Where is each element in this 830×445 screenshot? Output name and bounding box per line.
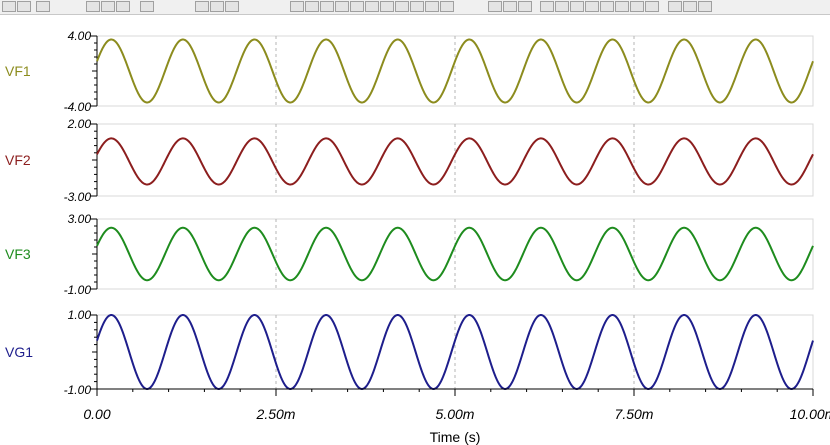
x-tick-label: 10.00m bbox=[790, 406, 830, 422]
y-tick-label-max: 1.00 bbox=[68, 308, 92, 322]
y-tick-label-max: 3.00 bbox=[68, 212, 92, 226]
toolbar-button[interactable] bbox=[668, 1, 682, 12]
toolbar bbox=[0, 0, 830, 15]
toolbar-button[interactable] bbox=[380, 1, 394, 12]
series-line-vf2 bbox=[96, 137, 814, 186]
y-tick-label-max: 2.00 bbox=[67, 117, 92, 131]
toolbar-button[interactable] bbox=[570, 1, 584, 12]
toolbar-button[interactable] bbox=[395, 1, 409, 12]
toolbar-button[interactable] bbox=[350, 1, 364, 12]
x-tick-label: 7.50m bbox=[615, 406, 654, 422]
y-tick-label-min: -1.00 bbox=[64, 383, 92, 397]
toolbar-button[interactable] bbox=[585, 1, 599, 12]
x-tick-label: 5.00m bbox=[436, 406, 475, 422]
toolbar-button[interactable] bbox=[698, 1, 712, 12]
toolbar-button[interactable] bbox=[116, 1, 130, 12]
toolbar-button[interactable] bbox=[503, 1, 517, 12]
toolbar-button[interactable] bbox=[683, 1, 697, 12]
toolbar-button[interactable] bbox=[2, 1, 16, 12]
series-line-vg1 bbox=[96, 314, 814, 390]
toolbar-button[interactable] bbox=[36, 1, 50, 12]
series-line-vf3 bbox=[96, 226, 814, 282]
toolbar-button[interactable] bbox=[101, 1, 115, 12]
series-label-vf3: VF3 bbox=[5, 246, 31, 262]
toolbar-button[interactable] bbox=[555, 1, 569, 12]
x-tick-label: 0.00 bbox=[83, 406, 110, 422]
plot-panel-frame bbox=[96, 35, 814, 107]
y-tick-label-min: -4.00 bbox=[64, 100, 92, 114]
toolbar-button[interactable] bbox=[425, 1, 439, 12]
toolbar-button[interactable] bbox=[365, 1, 379, 12]
toolbar-button[interactable] bbox=[225, 1, 239, 12]
series-label-vf1: VF1 bbox=[5, 63, 31, 79]
x-axis-label: Time (s) bbox=[430, 429, 481, 445]
toolbar-button[interactable] bbox=[600, 1, 614, 12]
toolbar-button[interactable] bbox=[195, 1, 209, 12]
toolbar-button[interactable] bbox=[540, 1, 554, 12]
toolbar-button[interactable] bbox=[210, 1, 224, 12]
toolbar-button[interactable] bbox=[630, 1, 644, 12]
toolbar-button[interactable] bbox=[335, 1, 349, 12]
y-tick-label-min: -3.00 bbox=[64, 190, 92, 204]
series-label-vg1: VG1 bbox=[5, 344, 33, 360]
toolbar-button[interactable] bbox=[518, 1, 532, 12]
toolbar-button[interactable] bbox=[320, 1, 334, 12]
series-line-vf1 bbox=[96, 38, 814, 104]
toolbar-button[interactable] bbox=[140, 1, 154, 12]
toolbar-button[interactable] bbox=[17, 1, 31, 12]
toolbar-button[interactable] bbox=[645, 1, 659, 12]
toolbar-button[interactable] bbox=[290, 1, 304, 12]
toolbar-button[interactable] bbox=[440, 1, 454, 12]
y-tick-label-max: 4.00 bbox=[68, 29, 92, 43]
toolbar-button[interactable] bbox=[305, 1, 319, 12]
toolbar-button[interactable] bbox=[488, 1, 502, 12]
series-label-vf2: VF2 bbox=[5, 152, 31, 168]
toolbar-button[interactable] bbox=[410, 1, 424, 12]
toolbar-button[interactable] bbox=[615, 1, 629, 12]
y-tick-label-min: -1.00 bbox=[64, 283, 92, 297]
plot-panel-frame bbox=[96, 218, 814, 290]
toolbar-button[interactable] bbox=[86, 1, 100, 12]
x-tick-label: 2.50m bbox=[256, 406, 296, 422]
